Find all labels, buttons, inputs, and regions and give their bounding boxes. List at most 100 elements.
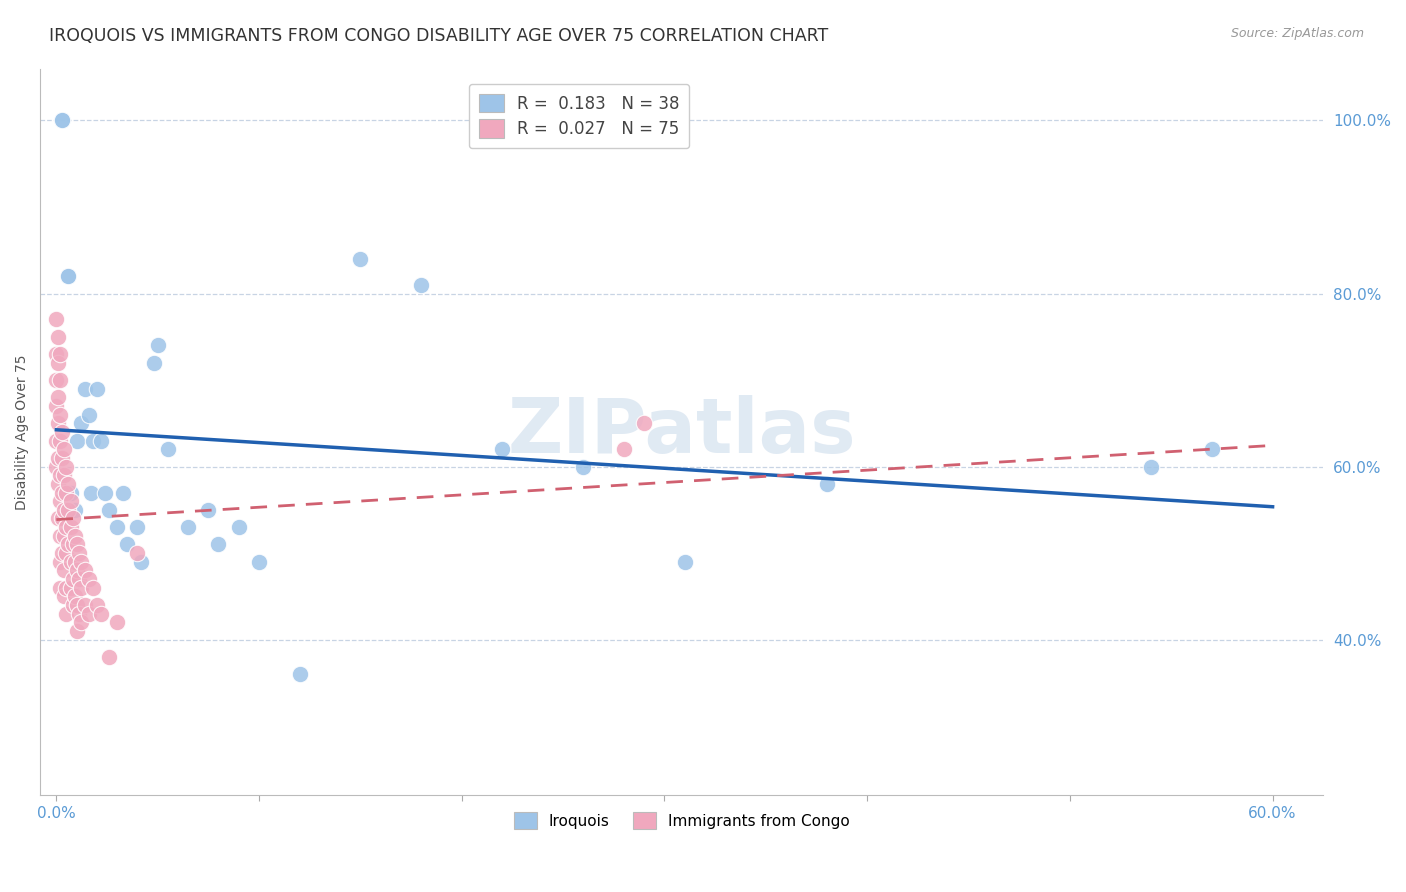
Point: [98, 649, 121, 664]
Point: [59, 555, 82, 569]
Point: [65, 434, 87, 448]
Point: [197, 503, 219, 517]
Point: [62, 511, 84, 525]
Point: [65, 537, 87, 551]
Point: [65, 624, 87, 638]
Point: [146, 338, 169, 352]
Point: [51, 113, 73, 128]
Point: [90, 434, 112, 448]
Point: [48, 417, 70, 431]
Text: Source: ZipAtlas.com: Source: ZipAtlas.com: [1230, 27, 1364, 40]
Point: [45, 434, 67, 448]
Point: [82, 434, 104, 448]
Point: [53, 529, 76, 543]
Point: [51, 113, 73, 128]
Point: [69, 417, 91, 431]
Point: [58, 269, 80, 284]
Point: [59, 520, 82, 534]
Point: [572, 459, 595, 474]
Point: [45, 399, 67, 413]
Point: [228, 520, 250, 534]
Point: [49, 581, 72, 595]
Point: [67, 607, 90, 621]
Point: [58, 537, 80, 551]
Text: ZIPatlas: ZIPatlas: [508, 395, 856, 469]
Point: [63, 503, 86, 517]
Point: [288, 667, 311, 681]
Point: [51, 511, 73, 525]
Point: [247, 555, 270, 569]
Point: [67, 546, 90, 560]
Point: [69, 615, 91, 630]
Point: [127, 520, 149, 534]
Point: [45, 373, 67, 387]
Point: [105, 520, 128, 534]
Point: [177, 520, 200, 534]
Point: [48, 330, 70, 344]
Point: [82, 581, 104, 595]
Point: [55, 520, 77, 534]
Point: [45, 459, 67, 474]
Point: [90, 607, 112, 621]
Point: [49, 373, 72, 387]
Point: [48, 476, 70, 491]
Point: [49, 408, 72, 422]
Point: [673, 555, 696, 569]
Point: [55, 485, 77, 500]
Point: [58, 503, 80, 517]
Point: [48, 450, 70, 465]
Text: IROQUOIS VS IMMIGRANTS FROM CONGO DISABILITY AGE OVER 75 CORRELATION CHART: IROQUOIS VS IMMIGRANTS FROM CONGO DISABI…: [49, 27, 828, 45]
Point: [67, 572, 90, 586]
Point: [77, 408, 100, 422]
Point: [98, 503, 121, 517]
Point: [53, 468, 76, 483]
Point: [63, 529, 86, 543]
Point: [613, 442, 636, 457]
Point: [491, 442, 513, 457]
Point: [59, 581, 82, 595]
Point: [51, 450, 73, 465]
Point: [51, 546, 73, 560]
Point: [62, 598, 84, 612]
Point: [94, 485, 117, 500]
Point: [69, 581, 91, 595]
Point: [131, 555, 153, 569]
Point: [77, 607, 100, 621]
Point: [65, 563, 87, 577]
Point: [80, 485, 103, 500]
Point: [49, 529, 72, 543]
Y-axis label: Disability Age Over 75: Disability Age Over 75: [15, 354, 30, 509]
Point: [55, 546, 77, 560]
Point: [59, 494, 82, 508]
Point: [112, 485, 135, 500]
Point: [58, 476, 80, 491]
Point: [207, 537, 229, 551]
Point: [86, 598, 108, 612]
Point: [633, 417, 655, 431]
Point: [48, 390, 70, 404]
Point: [48, 356, 70, 370]
Point: [411, 277, 433, 292]
Point: [73, 382, 96, 396]
Point: [1140, 459, 1163, 474]
Point: [51, 425, 73, 439]
Point: [49, 434, 72, 448]
Point: [63, 555, 86, 569]
Legend: Iroquois, Immigrants from Congo: Iroquois, Immigrants from Congo: [508, 806, 856, 835]
Point: [1201, 442, 1223, 457]
Point: [53, 503, 76, 517]
Point: [49, 468, 72, 483]
Point: [63, 590, 86, 604]
Point: [51, 485, 73, 500]
Point: [55, 581, 77, 595]
Point: [127, 546, 149, 560]
Point: [45, 312, 67, 326]
Point: [105, 615, 128, 630]
Point: [55, 607, 77, 621]
Point: [62, 572, 84, 586]
Point: [53, 590, 76, 604]
Point: [65, 598, 87, 612]
Point: [73, 563, 96, 577]
Point: [117, 537, 139, 551]
Point: [77, 572, 100, 586]
